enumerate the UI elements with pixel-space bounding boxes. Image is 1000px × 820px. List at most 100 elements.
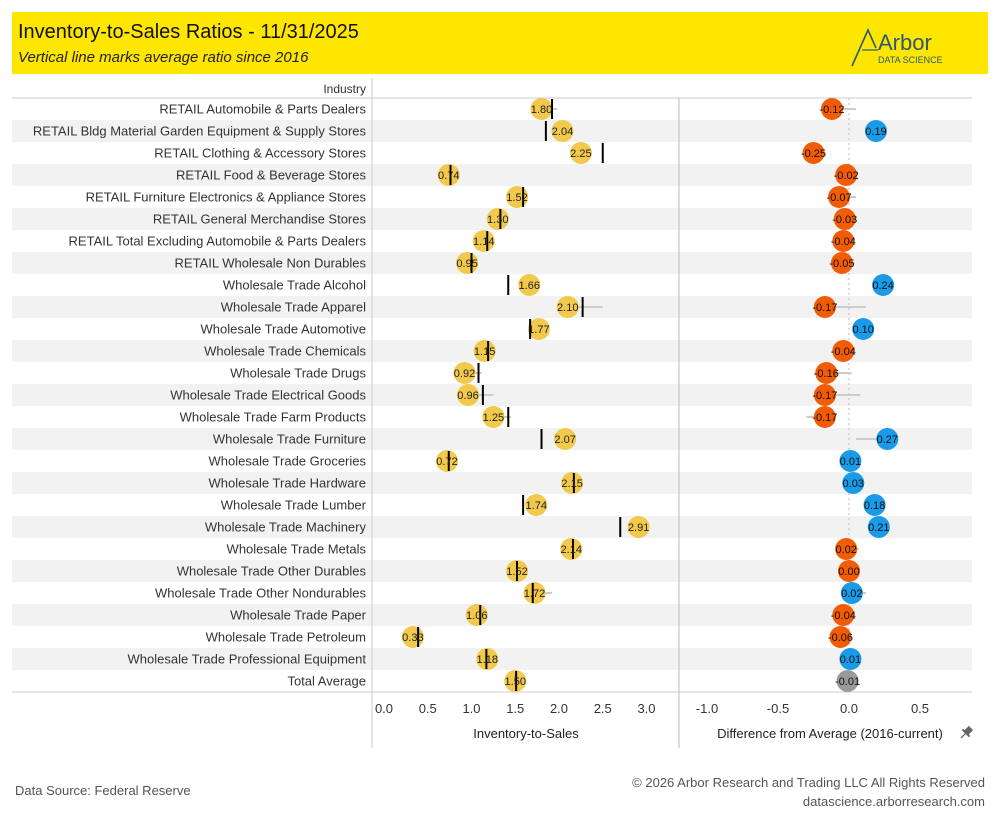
data-source: Data Source: Federal Reserve (15, 783, 191, 798)
x-tick-label: 0.5 (911, 701, 929, 716)
ratio-label: 1.06 (466, 610, 487, 622)
category-label: Wholesale Trade Apparel (221, 300, 366, 315)
ratio-dot (436, 450, 458, 472)
difference-dot (830, 252, 853, 274)
difference-dot (864, 120, 887, 142)
category-label: Wholesale Trade Lumber (221, 498, 367, 513)
difference-label: -0.17 (812, 412, 837, 424)
category-label: Wholesale Trade Metals (227, 542, 367, 557)
difference-dot (820, 98, 843, 120)
category-label: RETAIL Food & Beverage Stores (176, 168, 367, 183)
ratio-dot (456, 252, 479, 274)
category-label: Wholesale Trade Chemicals (204, 344, 366, 359)
difference-label: 0.01 (840, 456, 861, 468)
difference-label: -0.16 (814, 368, 839, 380)
category-label: RETAIL Total Excluding Automobile & Part… (69, 234, 367, 249)
ratio-label: 0.92 (454, 368, 475, 380)
ratio-dot (518, 274, 541, 296)
ratio-label: 0.33 (402, 632, 423, 644)
x-axis-label: Difference from Average (2016-current) (717, 726, 943, 741)
row-band (12, 516, 972, 538)
ratio-label: 2.14 (561, 544, 582, 556)
difference-label: -0.25 (801, 148, 826, 160)
difference-label: 0.02 (841, 588, 862, 600)
category-label: Wholesale Trade Furniture (213, 432, 366, 447)
category-label: Wholesale Trade Alcohol (223, 278, 366, 293)
ratio-label: 1.18 (477, 654, 498, 666)
category-label: Wholesale Trade Hardware (208, 476, 366, 491)
difference-label: 0.03 (843, 478, 864, 490)
difference-dot (836, 670, 859, 692)
x-tick-label: 0.0 (375, 701, 393, 716)
difference-dot (832, 230, 855, 252)
difference-dot (835, 164, 858, 186)
ratio-label: 0.96 (457, 390, 478, 402)
chart-header: Inventory-to-Sales Ratios - 11/31/2025 V… (12, 12, 988, 74)
difference-dot (838, 560, 860, 582)
ratio-dot (472, 230, 495, 252)
row-band (12, 472, 972, 494)
website-link[interactable]: datascience.arborresearch.com (802, 794, 985, 809)
ratio-label: 1.66 (519, 280, 540, 292)
x-tick-label: 2.0 (550, 701, 568, 716)
difference-dot (815, 362, 838, 384)
category-label: RETAIL General Merchandise Stores (153, 212, 367, 227)
x-tick-label: 0.5 (419, 701, 437, 716)
difference-label: 0.10 (852, 324, 873, 336)
ratio-label: 2.10 (557, 302, 578, 314)
category-label: Wholesale Trade Paper (230, 608, 367, 623)
difference-label: -0.02 (834, 170, 859, 182)
difference-dot (867, 516, 890, 538)
ratio-label: 1.80 (531, 104, 552, 116)
difference-label: 0.02 (835, 544, 856, 556)
copyright-text: © 2026 Arbor Research and Trading LLC Al… (632, 775, 985, 790)
ratio-dot (569, 142, 592, 164)
category-label: Total Average (287, 674, 366, 689)
ratio-dot (473, 340, 496, 362)
ratio-dot (482, 406, 505, 428)
row-band (12, 428, 972, 450)
category-label: Wholesale Trade Automotive (201, 322, 366, 337)
ratio-dot (554, 428, 577, 450)
ratio-label: 1.50 (505, 676, 526, 688)
difference-label: -0.04 (831, 346, 856, 358)
x-tick-label: -0.5 (767, 701, 789, 716)
ratio-label: 1.15 (474, 346, 495, 358)
ratio-label: 1.25 (483, 412, 504, 424)
ratio-label: 1.77 (528, 324, 549, 336)
ratio-label: 1.72 (524, 588, 545, 600)
ratio-label: 0.95 (456, 258, 477, 270)
difference-dot (832, 604, 855, 626)
ratio-dot (527, 318, 550, 340)
category-label: Wholesale Trade Machinery (205, 520, 367, 535)
ratio-dot (560, 538, 583, 560)
ratio-dot (561, 472, 584, 494)
pin-icon (960, 725, 974, 739)
difference-dot (813, 384, 836, 406)
difference-label: 0.00 (838, 566, 859, 578)
row-band (12, 252, 972, 274)
difference-label: -0.17 (812, 302, 837, 314)
x-axis-label: Inventory-to-Sales (473, 726, 579, 741)
difference-label: 0.27 (877, 434, 898, 446)
difference-label: -0.07 (827, 192, 852, 204)
row-band (12, 164, 972, 186)
ratio-dot (551, 120, 574, 142)
ratio-label: 1.74 (526, 500, 547, 512)
difference-label: -0.04 (831, 236, 856, 248)
difference-label: -0.05 (829, 258, 854, 270)
difference-label: 0.24 (872, 280, 893, 292)
category-label: Wholesale Trade Professional Equipment (128, 652, 367, 667)
difference-label: 0.01 (840, 654, 861, 666)
difference-dot (876, 428, 899, 450)
ratio-dot (530, 98, 553, 120)
difference-label: 0.21 (868, 522, 889, 534)
difference-dot (840, 582, 863, 604)
svg-text:Arbor: Arbor (878, 30, 932, 55)
ratio-dot (453, 362, 476, 384)
difference-label: -0.12 (819, 104, 844, 116)
difference-label: -0.04 (831, 610, 856, 622)
difference-label: 0.18 (864, 500, 885, 512)
x-tick-label: 0.0 (840, 701, 858, 716)
